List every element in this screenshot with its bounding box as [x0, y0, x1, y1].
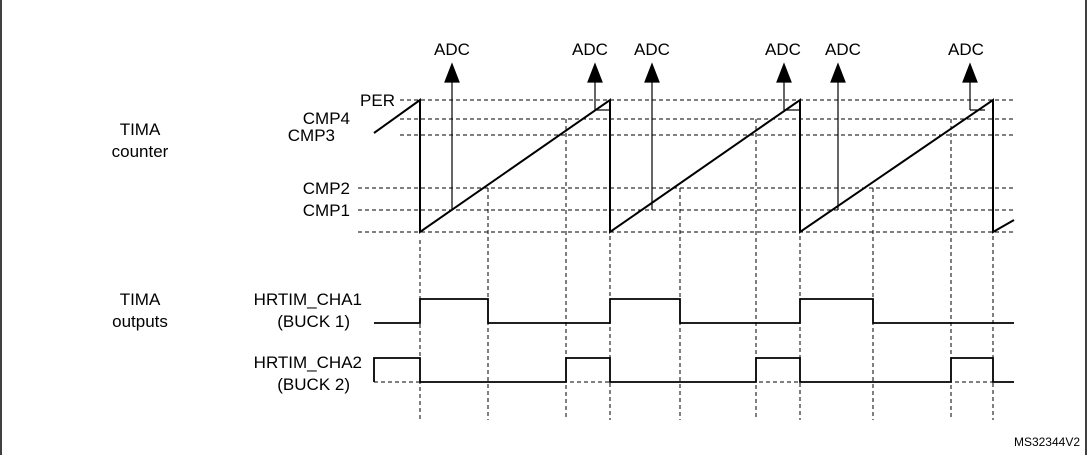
outputs-section-label-line1: TIMA	[120, 290, 161, 309]
adc-arrow-5	[830, 62, 846, 210]
adc-label-5: ADC	[825, 40, 861, 59]
adc-label-3: ADC	[634, 40, 670, 59]
adc-arrow-3	[644, 62, 660, 210]
channel1-label-line2: (BUCK 1)	[277, 312, 350, 331]
cmp1-label: CMP1	[303, 201, 350, 220]
adc-arrow-4	[776, 62, 792, 110]
channel1-label-line1: HRTIM_CHA1	[254, 290, 362, 309]
counter-sawtooth	[373, 98, 1015, 234]
adc-label-1: ADC	[434, 40, 470, 59]
channel2-label-line1: HRTIM_CHA2	[254, 353, 362, 372]
counter-section-label-line1: TIMA	[120, 120, 161, 139]
channel2-label-line2: (BUCK 2)	[277, 375, 350, 394]
per-label: PER	[360, 91, 395, 110]
adc-label-2: ADC	[572, 40, 608, 59]
adc-arrow-1	[444, 62, 460, 210]
adc-arrow-2	[587, 62, 603, 110]
cmp3-label: CMP3	[288, 126, 335, 145]
cha1-waveform	[374, 298, 1014, 324]
cmp4-label: CMP4	[303, 109, 350, 128]
adc-labels: ADC ADC ADC ADC ADC ADC	[434, 40, 984, 59]
cha2-waveform	[373, 357, 1014, 383]
event-markers	[419, 110, 994, 420]
adc-label-4: ADC	[765, 40, 801, 59]
adc-trigger-arrows	[444, 62, 978, 210]
adc-arrow-6	[962, 62, 978, 110]
reference-levels	[358, 99, 1014, 383]
counter-section-label-line2: counter	[112, 142, 169, 161]
outputs-section-label-line2: outputs	[112, 312, 168, 331]
figure-reference: MS32344V2	[1014, 435, 1080, 449]
cmp2-label: CMP2	[303, 179, 350, 198]
adc-label-6: ADC	[948, 40, 984, 59]
